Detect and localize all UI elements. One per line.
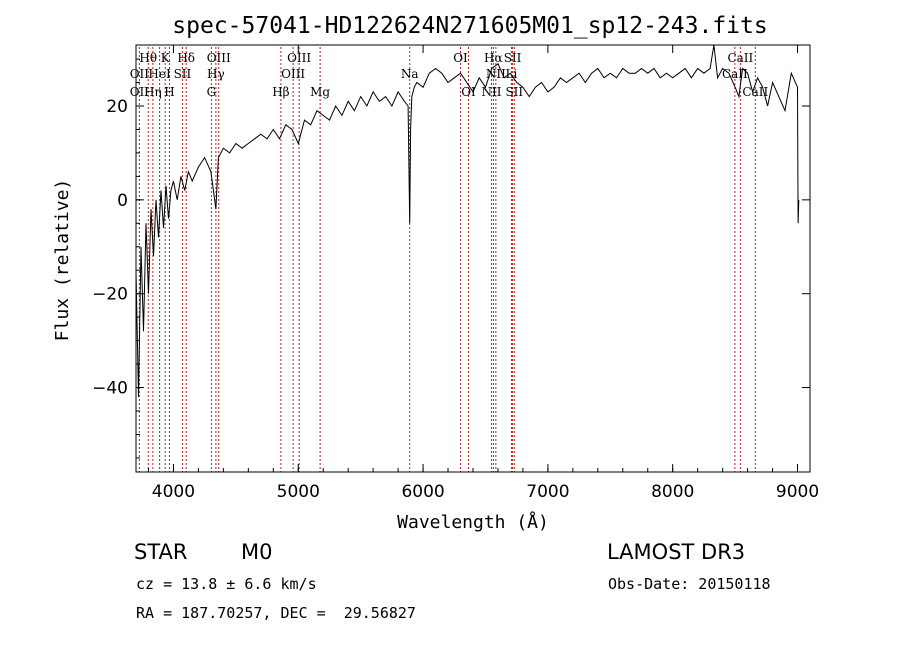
y-tick-label: −40 — [92, 379, 128, 399]
line-label: OI — [461, 85, 476, 99]
line-markers — [138, 47, 756, 472]
line-label: NII — [481, 85, 501, 99]
survey-name: LAMOST DR3 — [607, 540, 746, 564]
obs-date: Obs-Date: 20150118 — [608, 575, 771, 593]
y-axis-ticks: −40 −20 0 20 — [92, 58, 810, 459]
x-tick-label: 6000 — [401, 482, 444, 502]
coordinates: RA = 187.70257, DEC = 29.56827 — [136, 604, 416, 622]
line-label: OII — [130, 85, 150, 99]
line-label: K — [161, 51, 171, 65]
line-label: G — [207, 85, 217, 99]
line-label: OIII — [207, 51, 231, 65]
x-tick-label: 5000 — [277, 482, 320, 502]
line-label: OII — [130, 67, 150, 81]
line-label: HeI — [148, 67, 171, 81]
line-label: CaII — [727, 51, 753, 65]
object-class: STAR — [134, 540, 188, 564]
line-label: OIII — [287, 51, 311, 65]
line-label: SII — [174, 67, 192, 81]
x-tick-label: 4000 — [152, 482, 195, 502]
line-label: Hγ — [207, 67, 225, 81]
line-label: Hβ — [272, 85, 289, 99]
object-subclass: M0 — [241, 540, 273, 564]
line-label: Hα — [484, 51, 503, 65]
chart-title: spec-57041-HD122624N271605M01_sp12-243.f… — [172, 13, 767, 39]
line-label: CaII — [742, 85, 768, 99]
plot-frame — [135, 44, 811, 473]
line-label: Na — [401, 67, 419, 81]
line-label: Mg — [310, 85, 330, 99]
spectrum-line — [135, 44, 800, 397]
line-label: H — [164, 85, 174, 99]
x-tick-label: 9000 — [776, 482, 819, 502]
line-label: Hδ — [177, 51, 195, 65]
line-label: Hθ — [139, 51, 157, 65]
line-label: Hη — [144, 85, 162, 99]
y-tick-label: 20 — [106, 97, 128, 117]
line-label: CaII — [722, 67, 748, 81]
line-label: SII — [504, 51, 522, 65]
x-tick-label: 8000 — [651, 482, 694, 502]
redshift-readout: cz = 13.8 ± 6.6 km/s — [136, 575, 317, 593]
x-axis-label: Wavelength (Å) — [397, 511, 549, 533]
y-tick-label: −20 — [92, 285, 128, 305]
line-label: OI — [453, 51, 468, 65]
x-tick-label: 7000 — [526, 482, 569, 502]
line-label: SII — [505, 85, 523, 99]
y-axis-label: Flux (relative) — [52, 179, 73, 342]
line-label: OIII — [281, 67, 305, 81]
y-tick-label: 0 — [117, 191, 128, 211]
x-axis-ticks: 4000 5000 6000 7000 8000 9000 — [147, 45, 819, 502]
